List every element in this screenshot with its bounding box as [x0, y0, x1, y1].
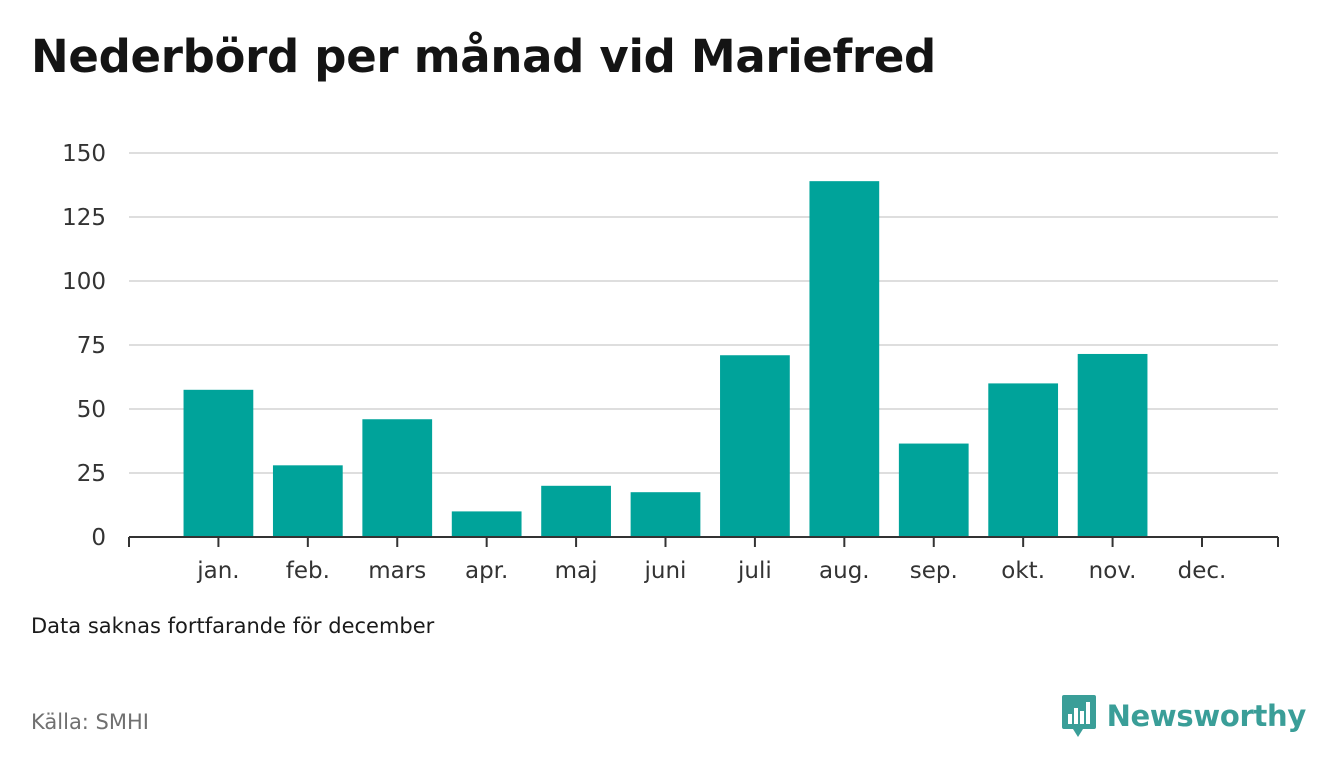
bar: [272, 465, 343, 537]
bars: [183, 181, 1148, 537]
x-tick-label: okt.: [1001, 558, 1045, 584]
x-tick-label: jan.: [196, 558, 239, 584]
bar: [630, 492, 701, 537]
x-tick-label: juli: [737, 558, 772, 584]
bar: [720, 355, 790, 537]
x-tick-label: apr.: [465, 558, 508, 584]
bar: [809, 181, 880, 537]
brand-logo: Newsworthy: [1061, 694, 1306, 738]
bar: [362, 419, 433, 537]
y-tick-label: 125: [62, 205, 106, 231]
x-tick-label: sep.: [910, 558, 958, 584]
y-tick-label: 75: [77, 333, 106, 359]
chart-note: Data saknas fortfarande för december: [31, 614, 435, 638]
y-axis-ticks: 0 25 50 75 100 125 150: [62, 141, 106, 551]
bar-chart: 0 25 50 75 100 125 150 jan. feb. mars apr. maj juni…: [62, 141, 1279, 584]
x-tick-label: aug.: [819, 558, 870, 584]
newsworthy-logo-icon: [1061, 695, 1096, 737]
x-tick-label: juni: [644, 558, 687, 584]
source-label: Källa: SMHI: [31, 710, 149, 734]
x-tick-label: dec.: [1178, 558, 1227, 584]
bar: [183, 389, 254, 537]
x-tick-label: feb.: [286, 558, 330, 584]
chart-title: Nederbörd per månad vid Mariefred: [31, 30, 936, 83]
bar: [541, 485, 611, 537]
y-tick-label: 150: [62, 141, 106, 167]
y-tick-label: 0: [91, 525, 106, 551]
brand-name: Newsworthy: [1106, 699, 1307, 733]
y-tick-label: 25: [77, 461, 106, 487]
x-tick-label: maj: [555, 558, 598, 584]
bar: [1077, 353, 1148, 537]
x-axis: [128, 536, 1279, 547]
x-tick-label: mars: [368, 558, 426, 584]
y-tick-label: 50: [77, 397, 106, 423]
x-axis-ticks: jan. feb. mars apr. maj juni juli aug. sep. okt. n…: [196, 537, 1226, 584]
bar: [451, 511, 522, 537]
bar: [898, 443, 969, 537]
bar: [988, 383, 1059, 537]
y-tick-label: 100: [62, 269, 106, 295]
x-tick-label: nov.: [1089, 558, 1137, 584]
